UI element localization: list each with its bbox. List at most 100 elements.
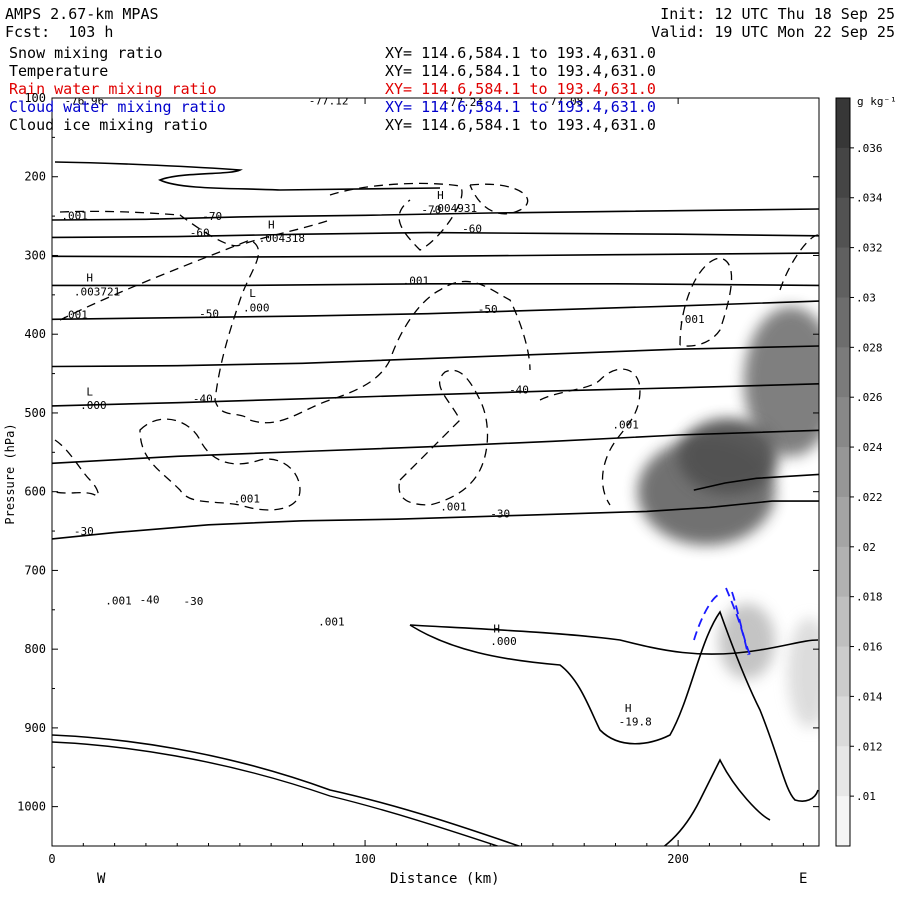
temperature-contour [52, 208, 819, 221]
contour-label: -77.24 [443, 96, 483, 109]
colorbar-swatch [836, 98, 850, 149]
contour-label: .001 [403, 275, 430, 288]
contour-label: -40 [140, 593, 160, 606]
colorbar-label: .022 [856, 491, 883, 504]
contour-label: -50 [199, 308, 219, 321]
contour-label: -60 [190, 227, 210, 240]
contour-label: -50 [478, 303, 498, 316]
cloud-water-contour [693, 587, 751, 656]
west-label: W [97, 871, 106, 887]
snow-contour [779, 234, 819, 291]
y-tick-label: 900 [24, 721, 46, 735]
isoline [52, 345, 819, 368]
contour-label: -30 [183, 595, 203, 608]
contour-label: -19.8 [619, 716, 652, 729]
field-name: Cloud water mixing ratio [9, 98, 226, 116]
terrain-surface [52, 741, 500, 846]
colorbar-label: .012 [856, 740, 883, 753]
snow-contour [539, 368, 641, 506]
colorbar-frame [835, 97, 851, 847]
x-tick-label: 200 [667, 852, 689, 866]
colorbar-swatch [836, 796, 850, 847]
contour-label: -70 [421, 204, 441, 217]
contour-label: -30 [490, 508, 510, 521]
shaded-area [743, 306, 819, 457]
shaded-area [678, 418, 779, 495]
contour-label: .003721 [74, 286, 120, 299]
terrain-profile [409, 624, 819, 655]
field-xy: XY= 114.6,584.1 to 193.4,631.0 [385, 116, 656, 134]
contour-label: .001 [678, 313, 705, 326]
contour-label: -77.12 [309, 94, 349, 107]
x-axis-label: Distance (km) [390, 871, 500, 887]
contour-label: .001 [105, 594, 131, 607]
colorbar-swatch [836, 746, 850, 797]
contour-label: L [86, 386, 93, 399]
contour-label: -40 [193, 393, 213, 406]
axes: 100 200 300 400 500 600 700 800 900 1000 0 100 200 [17, 91, 820, 866]
snow-contour [679, 257, 733, 347]
colorbar-swatch [836, 447, 850, 498]
field-xy: XY= 114.6,584.1 to 193.4,631.0 [385, 98, 656, 116]
isoline [52, 283, 819, 287]
y-tick-label: 200 [24, 170, 46, 184]
field-xy: XY= 114.6,584.1 to 193.4,631.0 [385, 62, 656, 80]
contour-label: -70 [202, 210, 222, 223]
contour-label: .004931 [431, 202, 477, 215]
model-title: AMPS 2.67-km MPAS [5, 5, 159, 23]
contour-label: H [625, 702, 632, 715]
contour-label: .001 [318, 616, 345, 629]
colorbar-swatch [836, 646, 850, 697]
y-tick-label: 300 [24, 248, 46, 262]
colorbar-swatch [836, 247, 850, 298]
contour-label: .004318 [259, 232, 305, 245]
field-name: Rain water mixing ratio [9, 80, 217, 98]
y-tick-label: 800 [24, 642, 46, 656]
y-tick-label: 500 [24, 406, 46, 420]
snow-contour [398, 369, 489, 506]
colorbar-label: .026 [856, 391, 883, 404]
temperature-contours [52, 208, 819, 540]
colorbar-label: .02 [856, 541, 876, 554]
field-xy: XY= 114.6,584.1 to 193.4,631.0 [385, 44, 656, 62]
colorbar-label: .014 [856, 690, 883, 703]
snow-contour [469, 183, 529, 215]
shaded-area [787, 617, 819, 728]
shaded-area [718, 603, 776, 680]
east-label: E [799, 871, 808, 887]
colorbar-swatch [836, 596, 850, 648]
valid-time: Valid: 19 UTC Mon 22 Sep 25 [651, 23, 895, 41]
contour-label: -30 [74, 525, 94, 538]
colorbar-label: .024 [856, 441, 883, 454]
temperature-contour [52, 300, 819, 321]
colorbar-label: .018 [856, 591, 883, 604]
colorbar-swatch [836, 197, 850, 249]
y-tick-label: 700 [24, 563, 46, 577]
contour-label: .001 [61, 308, 88, 321]
colorbar-label: .028 [856, 341, 883, 354]
forecast-hour: Fcst: 103 h [5, 23, 114, 41]
contour-label: .000 [80, 399, 107, 412]
mixing-ratio-shading [637, 306, 819, 728]
contour-label: .000 [243, 301, 270, 314]
isolines [52, 252, 819, 491]
x-tick-label: 0 [48, 852, 55, 866]
colorbar-swatch [836, 397, 850, 448]
isoline [52, 252, 819, 258]
colorbar-unit: g kg⁻¹ [857, 95, 897, 108]
terrain-profile [409, 610, 819, 802]
colorbar-swatch [836, 696, 850, 747]
field-name: Cloud ice mixing ratio [9, 116, 208, 134]
colorbar-label: .032 [856, 242, 883, 255]
y-tick-label: 100 [24, 91, 46, 105]
temperature-contour [52, 231, 819, 239]
contour-label: -76.96 [65, 94, 105, 107]
colorbar-swatch [836, 297, 850, 348]
isoline [52, 429, 819, 465]
contour-label: H [493, 623, 500, 636]
contour-label: L [249, 287, 256, 300]
contour-label: -60 [462, 223, 482, 236]
field-xy: XY= 114.6,584.1 to 193.4,631.0 [385, 80, 656, 98]
